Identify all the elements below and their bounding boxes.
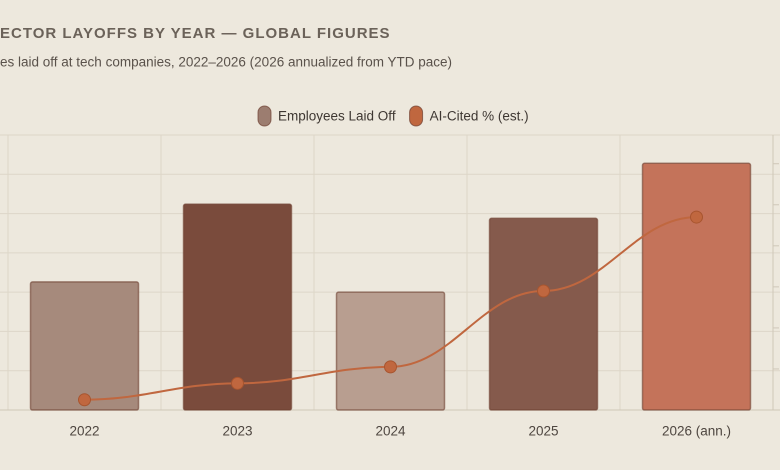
x-tick-label: 2025 <box>528 424 558 439</box>
bar <box>488 217 599 411</box>
line-point <box>78 393 91 407</box>
legend-label: AI-Cited % (est.) <box>430 109 529 124</box>
legend-label: Employees Laid Off <box>278 109 396 124</box>
legend-swatch <box>409 105 424 127</box>
line-point <box>537 284 550 298</box>
bar <box>335 291 446 411</box>
chart-subtitle: es laid off at tech companies, 2022–2026… <box>0 55 452 70</box>
chart-title: ECTOR LAYOFFS BY YEAR — GLOBAL FIGURES <box>0 25 391 42</box>
line-point <box>231 376 244 390</box>
x-tick-label: 2024 <box>375 424 406 439</box>
line <box>84 216 697 401</box>
x-tick-label: 2023 <box>222 424 252 439</box>
legend-swatch <box>257 105 272 127</box>
bar <box>29 281 140 411</box>
x-tick-label: 2022 <box>69 424 99 439</box>
bar <box>182 203 293 411</box>
line-point <box>690 210 703 224</box>
line-point <box>384 360 397 374</box>
legend: Employees Laid Off AI-Cited % (est.) <box>257 105 529 127</box>
bar <box>641 162 752 411</box>
x-tick-label: 2026 (ann.) <box>662 424 731 439</box>
